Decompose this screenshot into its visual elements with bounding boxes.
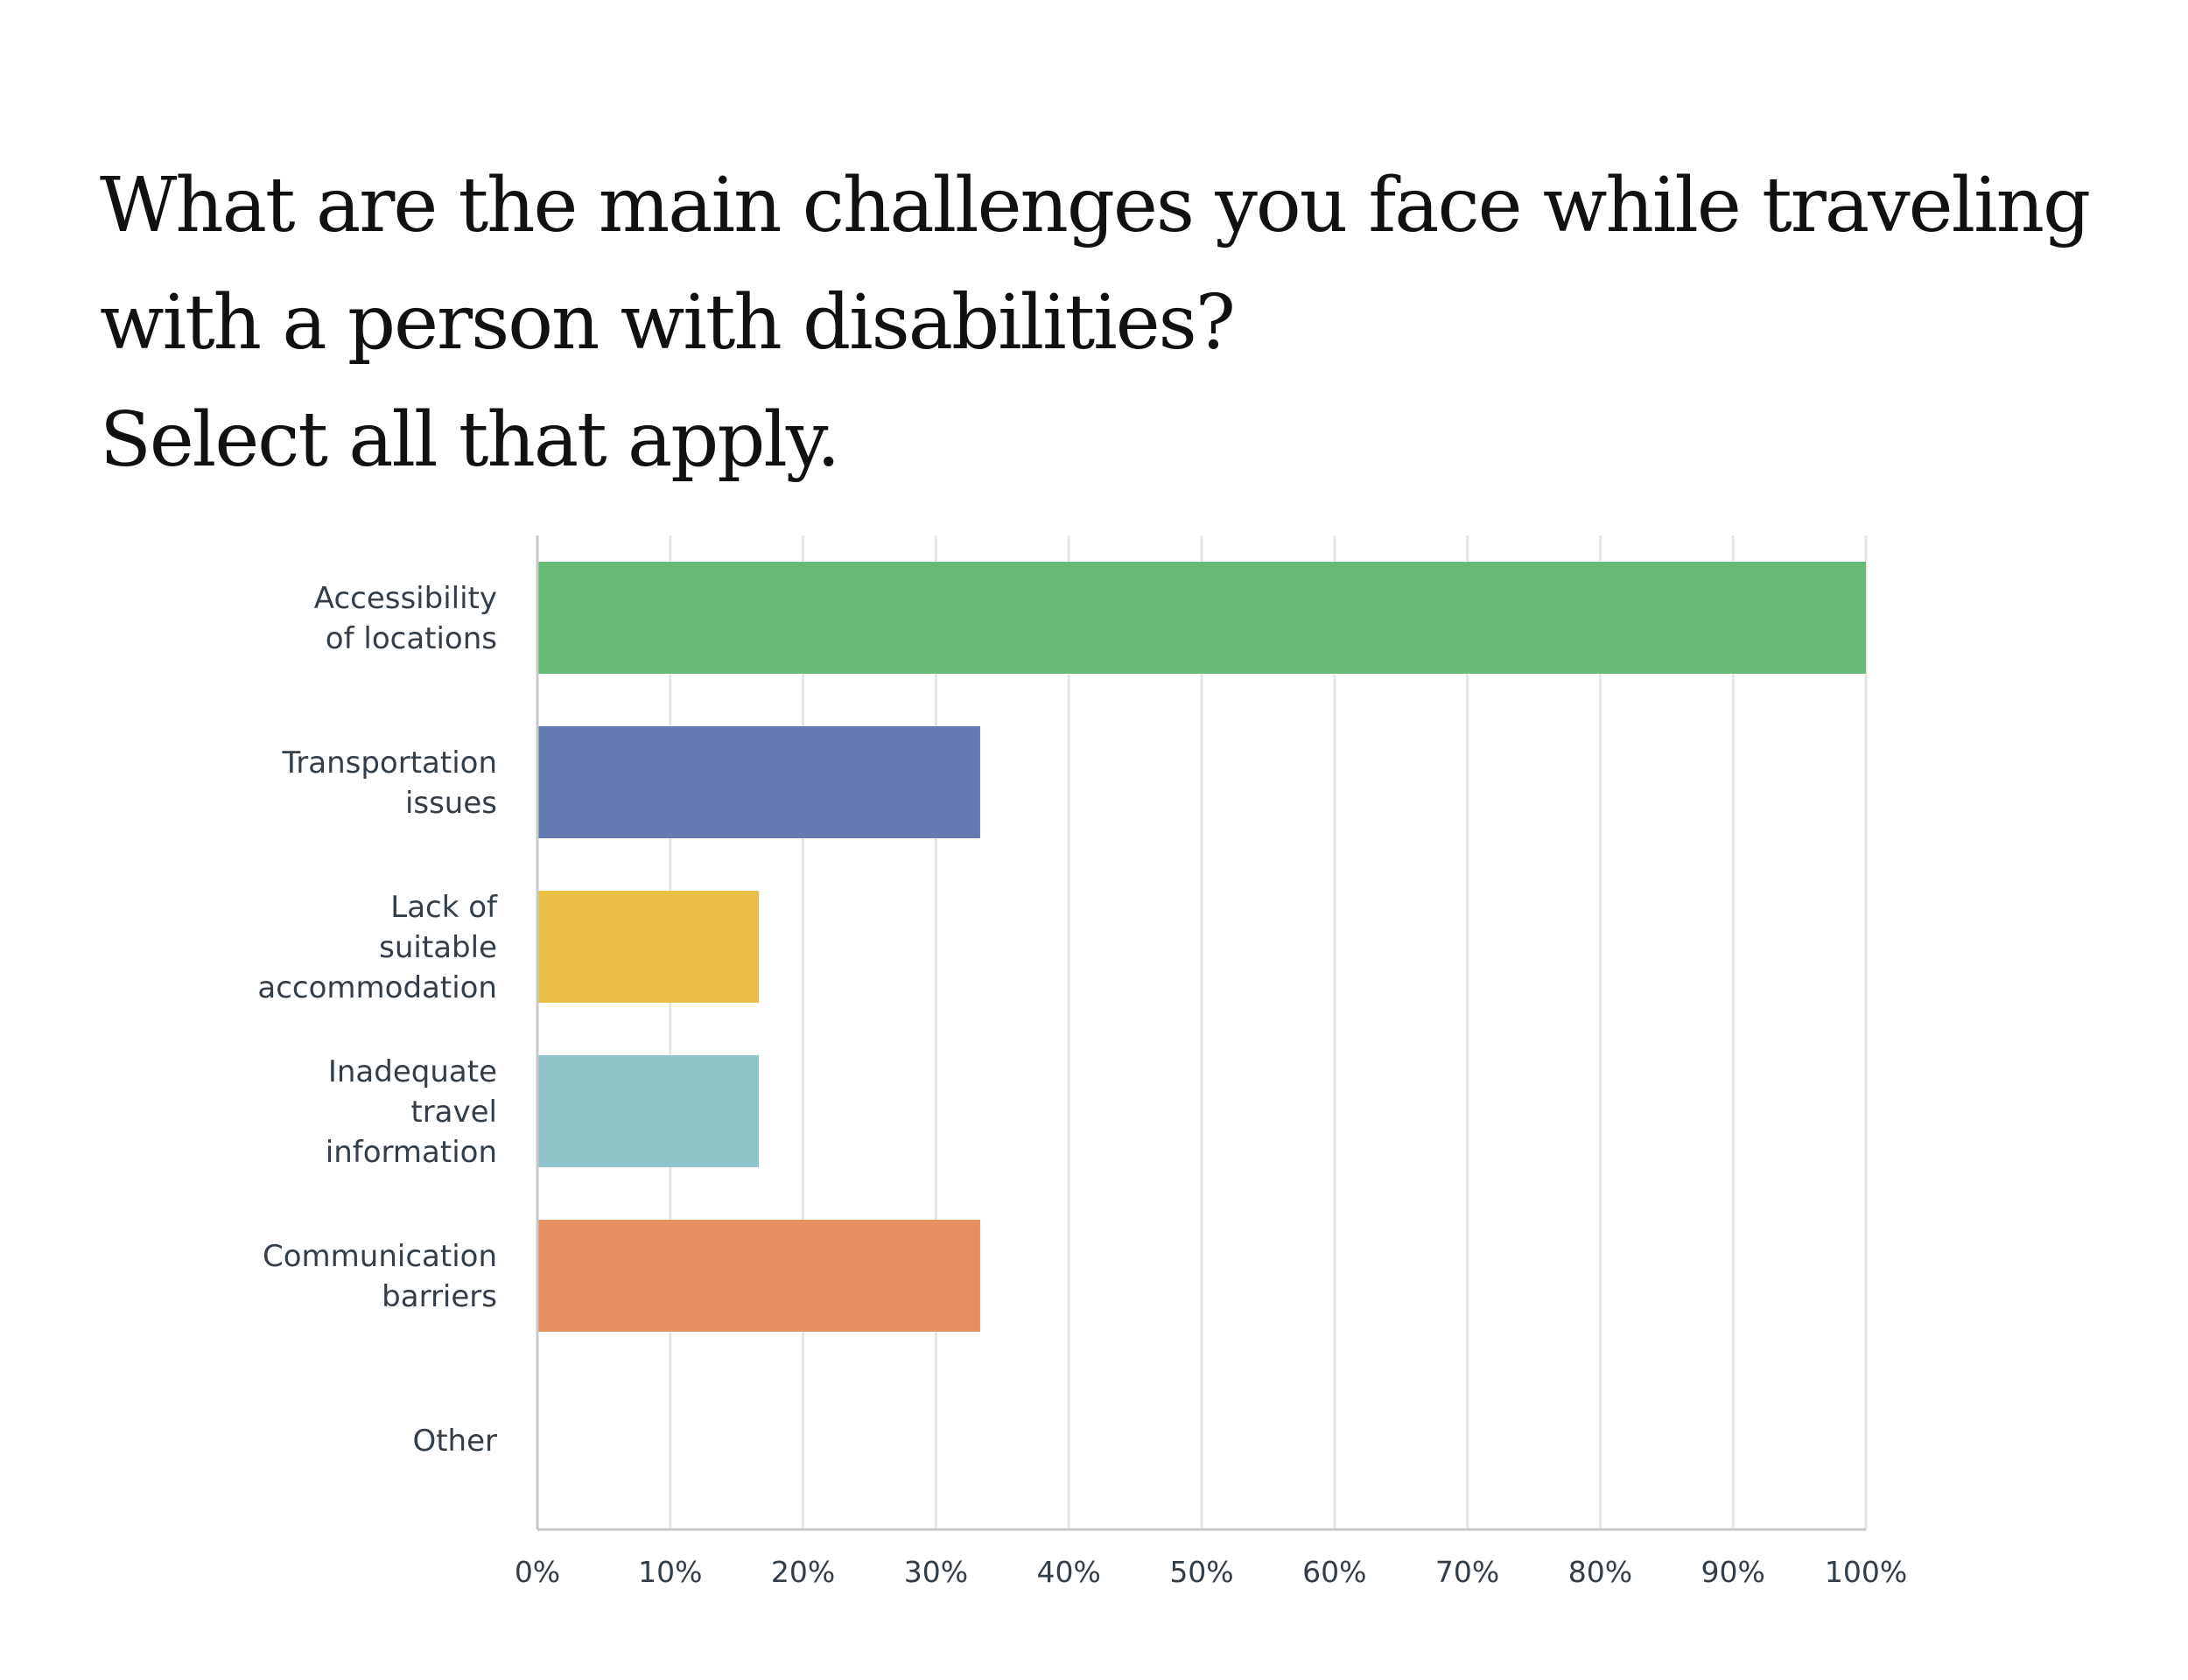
category-label: Communication barriers <box>263 1239 497 1314</box>
bar-4 <box>537 1220 980 1332</box>
question-title: What are the main challenges you face wh… <box>100 147 2113 499</box>
category-label-line: suitable <box>379 930 497 965</box>
x-tick-label: 10% <box>638 1555 702 1589</box>
x-tick-label: 60% <box>1302 1555 1366 1589</box>
category-label-line: Lack of <box>390 890 498 925</box>
category-label-line: travel <box>410 1095 497 1130</box>
category-label-line: accommodation <box>257 970 497 1005</box>
x-tick-label: 50% <box>1169 1555 1233 1589</box>
category-labels: Accessibility of locations Transportation i… <box>257 581 498 1459</box>
category-label-line: Communication <box>263 1239 497 1274</box>
x-tick-label: 90% <box>1701 1555 1765 1589</box>
x-tick-label: 70% <box>1435 1555 1499 1589</box>
category-label-line: Accessibility <box>314 581 497 616</box>
category-label: Lack of suitable accommodation <box>257 890 498 1005</box>
question-title-line-1: What are the main challenges you face wh… <box>100 162 2091 249</box>
question-title-line-2: with a person with disabilities? <box>100 279 1236 367</box>
x-tick-label: 100% <box>1825 1555 1907 1589</box>
category-label-line: Other <box>412 1424 497 1459</box>
grid-lines <box>669 536 1868 1530</box>
category-label: Other <box>412 1424 497 1459</box>
category-label-line: issues <box>405 786 497 821</box>
category-label-line: information <box>326 1135 497 1170</box>
x-tick-label: 40% <box>1037 1555 1101 1589</box>
category-label-line: Transportation <box>281 746 497 780</box>
category-label-line: barriers <box>382 1279 497 1314</box>
bar-3 <box>537 1055 760 1167</box>
x-tick-label: 80% <box>1568 1555 1632 1589</box>
x-tick-label: 0% <box>515 1555 560 1589</box>
x-tick-labels: 0% 10% 20% 30% 40% 50% 60% 70% 80% 90% 100% <box>515 1555 1907 1589</box>
category-label-line: Inadequate <box>328 1054 497 1089</box>
bar-1 <box>537 726 980 838</box>
axes <box>536 536 1866 1531</box>
bars <box>537 562 1866 1332</box>
bar-0 <box>537 562 1866 674</box>
bar-2 <box>537 891 760 1003</box>
category-label: Transportation issues <box>281 746 497 821</box>
category-label: Accessibility of locations <box>314 581 497 656</box>
x-tick-label: 30% <box>904 1555 968 1589</box>
category-label: Inadequate travel information <box>326 1054 497 1170</box>
x-tick-label: 20% <box>771 1555 835 1589</box>
category-label-line: of locations <box>326 621 497 656</box>
question-title-line-3: Select all that apply. <box>100 396 840 484</box>
